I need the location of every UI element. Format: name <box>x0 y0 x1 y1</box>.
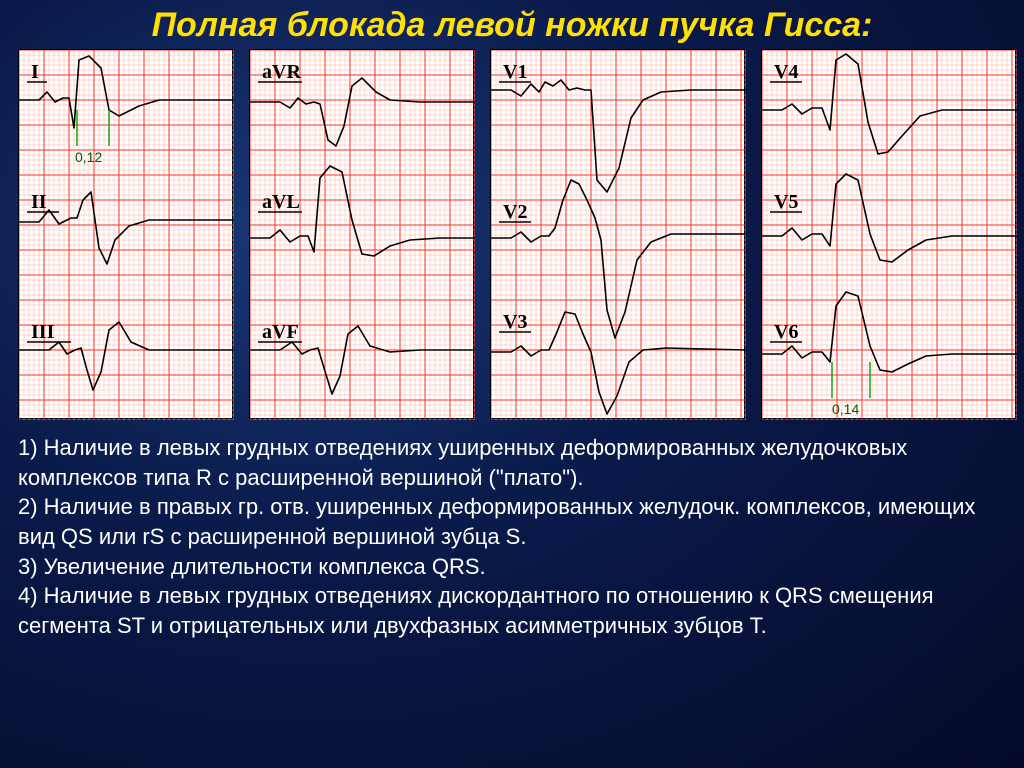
svg-text:I: I <box>31 61 39 83</box>
ecg-strip-3: V4 V5 V6 0,14 <box>761 49 1016 419</box>
svg-text:aVL: aVL <box>262 191 300 213</box>
description-block: 1) Наличие в левых грудных отведениях уш… <box>0 419 1024 641</box>
description-line-2: 3) Увеличение длительности комплекса QRS… <box>18 552 1006 582</box>
svg-text:aVR: aVR <box>262 61 301 83</box>
svg-text:V3: V3 <box>503 311 527 333</box>
svg-text:aVF: aVF <box>262 321 299 343</box>
svg-text:V5: V5 <box>774 191 798 213</box>
svg-text:0,12: 0,12 <box>75 149 102 165</box>
description-line-3: 4) Наличие в левых грудных отведениях ди… <box>18 581 1006 640</box>
ecg-strip-0: I0,12IIIII <box>18 49 233 419</box>
ecg-strip-1: aVR aVL aVF <box>249 49 474 419</box>
svg-text:II: II <box>31 191 47 213</box>
svg-text:0,14: 0,14 <box>832 401 859 417</box>
description-line-1: 2) Наличие в правых гр. отв. уширенных д… <box>18 492 1006 551</box>
page-title: Полная блокада левой ножки пучка Гисса: <box>0 0 1024 49</box>
description-line-0: 1) Наличие в левых грудных отведениях уш… <box>18 433 1006 492</box>
svg-text:V4: V4 <box>774 61 798 83</box>
ecg-strips-row: I0,12IIIIIaVRaVLaVFV1V2V3V4V5V60,14 <box>0 49 1024 419</box>
svg-text:V6: V6 <box>774 321 798 343</box>
svg-text:V2: V2 <box>503 201 527 223</box>
svg-text:III: III <box>31 321 55 343</box>
ecg-strip-2: V1 V2 V3 <box>490 49 745 419</box>
svg-text:V1: V1 <box>503 61 527 83</box>
